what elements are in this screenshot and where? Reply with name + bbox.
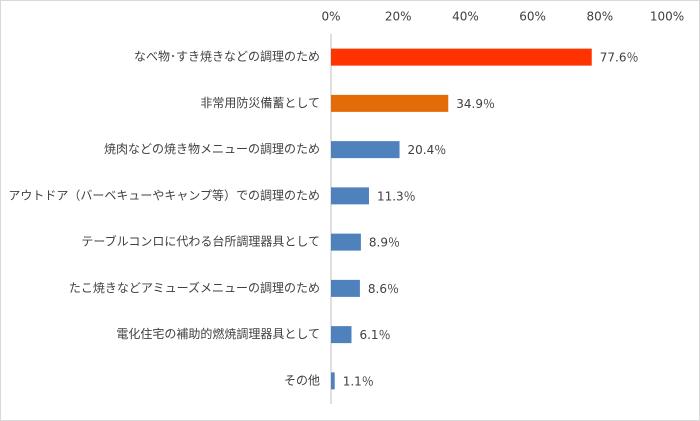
y-tick-label: その他: [284, 373, 320, 387]
x-tick-label: 80%: [586, 10, 613, 24]
value-label: 34.9％: [456, 97, 495, 111]
bar: [331, 279, 360, 297]
x-tick-label: 40%: [452, 10, 479, 24]
bar: [331, 372, 335, 390]
y-tick-label: アウトドア（バーベキューやキャンプ等）での調理のため: [8, 188, 320, 202]
value-label: 11.3％: [377, 189, 416, 203]
bar: [331, 233, 361, 251]
bar: [331, 48, 592, 66]
y-tick-label: 焼肉などの焼き物メニューの調理のため: [104, 142, 320, 156]
bar: [331, 326, 352, 344]
value-label: 8.6％: [368, 282, 399, 296]
x-tick-label: 100%: [650, 10, 684, 24]
y-tick-label: なべ物･すき焼きなどの調理のため: [134, 50, 320, 64]
value-label: 20.4％: [408, 143, 447, 157]
y-tick-label: 電化住宅の補助的燃焼調理器具として: [116, 326, 320, 341]
y-tick-label: たこ焼きなどアミューズメニューの調理のため: [69, 280, 320, 295]
bar: [331, 94, 449, 112]
bar: [331, 187, 369, 205]
value-label: 77.6％: [600, 51, 639, 65]
bar: [331, 141, 400, 159]
y-tick-label: テーブルコンロに代わる台所調理器具として: [81, 234, 320, 249]
x-tick-label: 20%: [385, 10, 412, 24]
x-tick-label: 0%: [321, 10, 340, 24]
value-label: 1.1％: [343, 374, 374, 388]
value-label: 8.9％: [369, 236, 400, 250]
value-label: 6.1％: [359, 328, 390, 342]
x-tick-label: 60%: [519, 10, 546, 24]
y-tick-label: 非常用防災備蓄として: [200, 95, 320, 110]
